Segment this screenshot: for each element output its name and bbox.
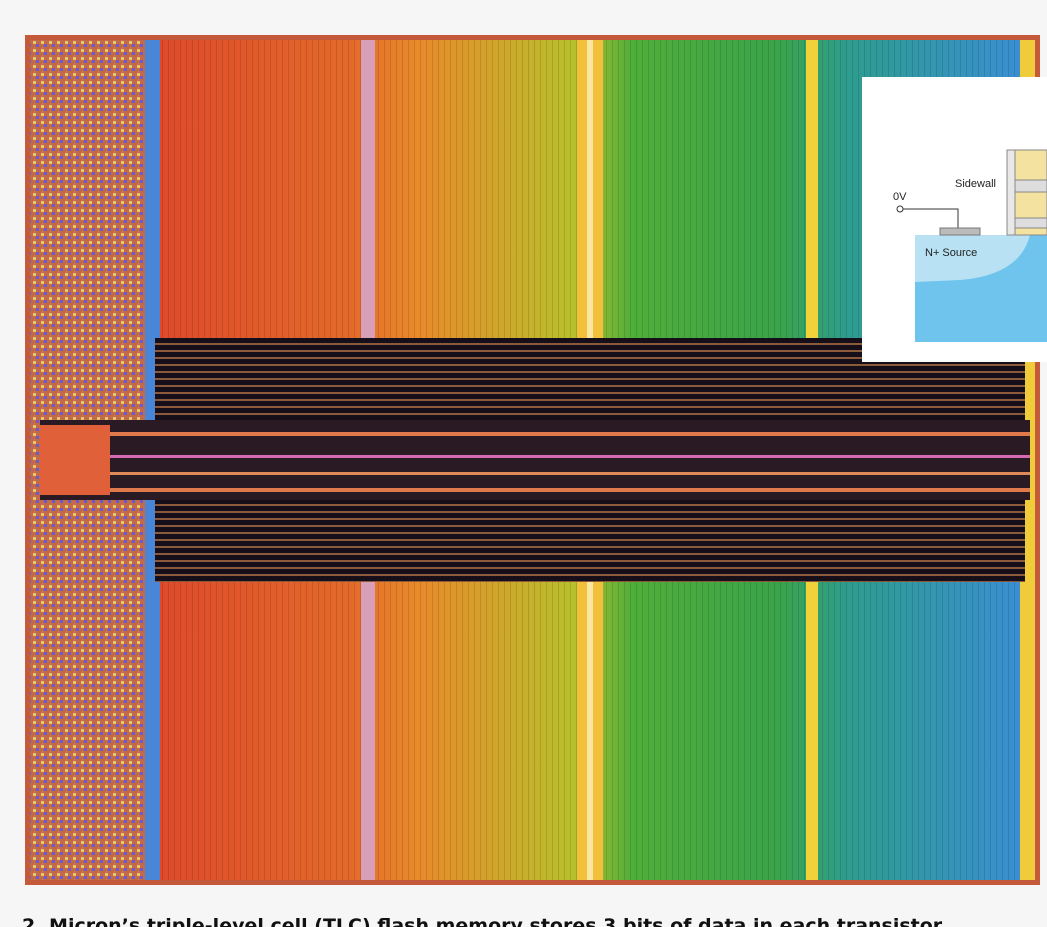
wire [903,208,959,228]
caption: 2. Micron’s triple-level cell (TLC) flas… [22,915,947,927]
pad-block [40,425,110,495]
label: N+ Source [925,247,977,259]
gate-layer [1014,179,1047,193]
label: 0V [893,191,907,203]
contact [939,227,981,236]
bus-line [40,488,1030,492]
bus-line [100,472,1030,475]
n-source [915,235,1030,282]
terminal [896,205,904,213]
sidewall [1006,149,1016,236]
bus-line [40,432,1030,436]
gate-layer [1014,217,1047,229]
label: Sidewall [955,178,996,190]
bus-line [100,455,1030,458]
